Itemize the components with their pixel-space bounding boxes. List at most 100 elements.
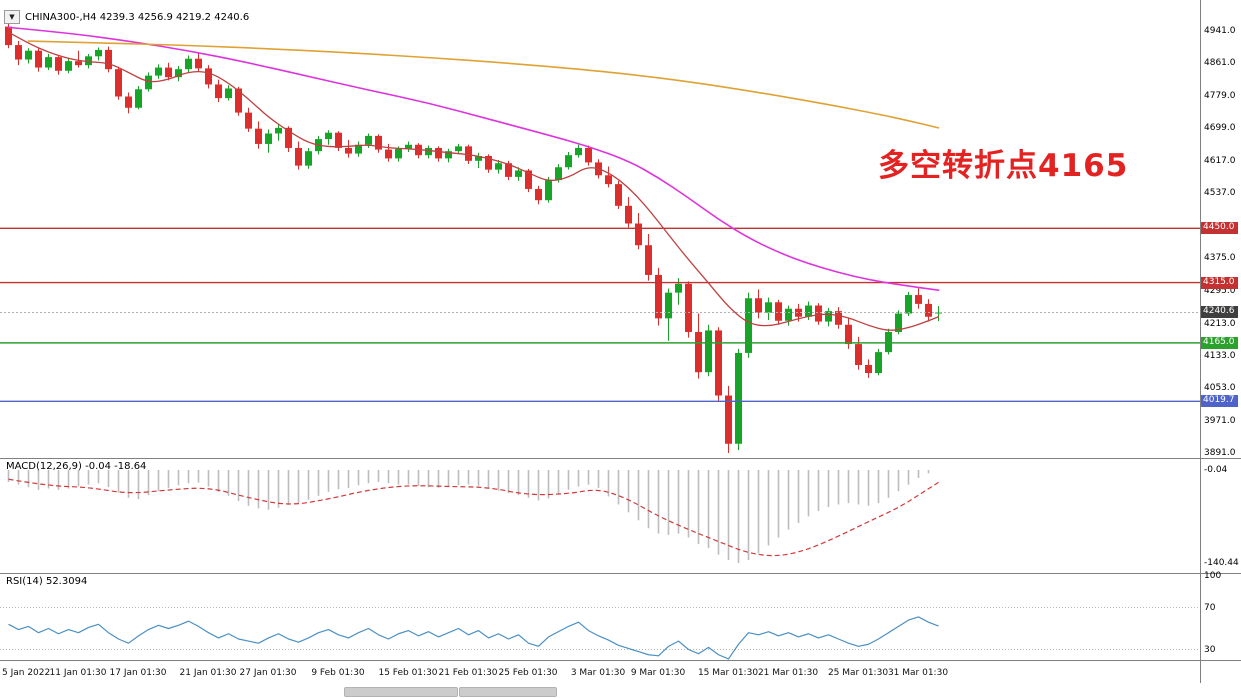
price-tick-label: 4617.0 [1204,156,1236,167]
candle-body [615,184,622,206]
date-label: 21 Jan 01:30 [179,668,237,678]
symbol-bar: ▼ CHINA300-,H4 4239.3 4256.9 4219.2 4240… [4,10,249,24]
candle-body [785,308,792,321]
candle-body [395,148,402,159]
candle-body [935,312,942,314]
candle-body [65,61,72,71]
candle-body [535,188,542,201]
candle-body [75,61,82,66]
ma-fast-darkred [7,31,940,331]
candle-body [725,395,732,444]
candle-body [115,69,122,97]
price-badge: 4019.7 [1201,395,1238,408]
candle-body [225,88,232,99]
candle-body [405,144,412,149]
symbol-ohlc-label: CHINA300-,H4 4239.3 4256.9 4219.2 4240.6 [25,11,250,23]
candle-body [135,89,142,108]
candle-body [605,175,612,185]
date-label: 21 Mar 01:30 [757,668,819,678]
date-label: 5 Jan 2022 [2,668,51,678]
price-tick-label: 4941.0 [1204,26,1236,36]
candle-body [425,147,432,156]
date-label: 3 Mar 01:30 [570,668,626,678]
macd-axis-label: -0.04 [1204,465,1228,476]
candle-body [625,205,632,224]
candle-body [285,127,292,148]
candle-body [575,147,582,156]
candle-body [375,135,382,150]
candle-body [145,75,152,90]
candle-body [85,56,92,66]
candle-body [885,332,892,353]
candle-body [215,84,222,99]
bottom-scrollbar-thumb-left[interactable] [344,687,458,697]
candle-body [385,149,392,159]
candle-body [675,283,682,293]
candle-body [815,305,822,322]
price-tick-label: 4375.0 [1204,253,1236,264]
date-label: 15 Feb 01:30 [378,668,438,678]
candle-body [515,170,522,177]
candle-body [695,332,702,373]
date-label: 17 Jan 01:30 [109,668,167,678]
candle-body [435,147,442,159]
candle-body [745,298,752,353]
price-badge: 4450.0 [1201,222,1238,235]
rsi-label: RSI(14) 52.3094 [6,576,88,587]
ma-slow-magenta [7,26,940,292]
candle-body [775,302,782,321]
candle-body [765,302,772,313]
candle-body [475,155,482,161]
candle-body [155,67,162,76]
rsi-axis-label: 100 [1204,571,1222,581]
rsi-axis-label: 30 [1204,644,1216,655]
date-label: 9 Feb 01:30 [311,668,365,678]
candle-body [585,147,592,163]
macd-label: MACD(12,26,9) -0.04 -18.64 [6,461,147,472]
price-tick-label: 4053.0 [1204,382,1236,393]
candle-body [35,50,42,68]
candle-body [555,167,562,181]
candle-body [495,163,502,170]
candle-body [185,58,192,70]
bottom-scrollbar-thumb-right[interactable] [459,687,557,697]
candle-body [45,57,52,68]
chevron-down-icon: ▼ [9,13,15,21]
candle-body [275,127,282,134]
candle-body [445,151,452,159]
price-tick-label: 3891.0 [1204,447,1236,458]
price-badge: 4315.0 [1201,276,1238,289]
candle-body [685,283,692,333]
date-label: 15 Mar 01:30 [697,668,759,678]
candle-body [355,144,362,154]
candle-body [15,45,22,60]
macd-signal-line [8,478,939,557]
candle-body [635,223,642,246]
candle-body [715,330,722,396]
symbol-dropdown-button[interactable]: ▼ [4,10,20,24]
price-tick-label: 4295.0 [1204,285,1236,296]
candle-body [705,330,712,373]
candle-body [485,155,492,170]
price-tick-label: 3971.0 [1204,415,1236,426]
candle-body [165,67,172,78]
date-label: 11 Jan 01:30 [49,668,107,678]
candle-body [655,274,662,319]
candle-body [645,245,652,275]
candle-body [175,69,182,78]
candle-body [465,146,472,161]
candle-body [125,96,132,108]
candle-body [305,151,312,166]
price-tick-label: 4213.0 [1204,318,1236,329]
candle-body [335,132,342,148]
candle-body [905,295,912,314]
date-label: 9 Mar 01:30 [630,668,686,678]
price-badge: 4240.6 [1201,306,1238,319]
candle-body [925,303,932,317]
candle-body [345,147,352,154]
candle-body [505,163,512,177]
price-tick-label: 4779.0 [1204,91,1236,102]
candle-body [855,344,862,365]
